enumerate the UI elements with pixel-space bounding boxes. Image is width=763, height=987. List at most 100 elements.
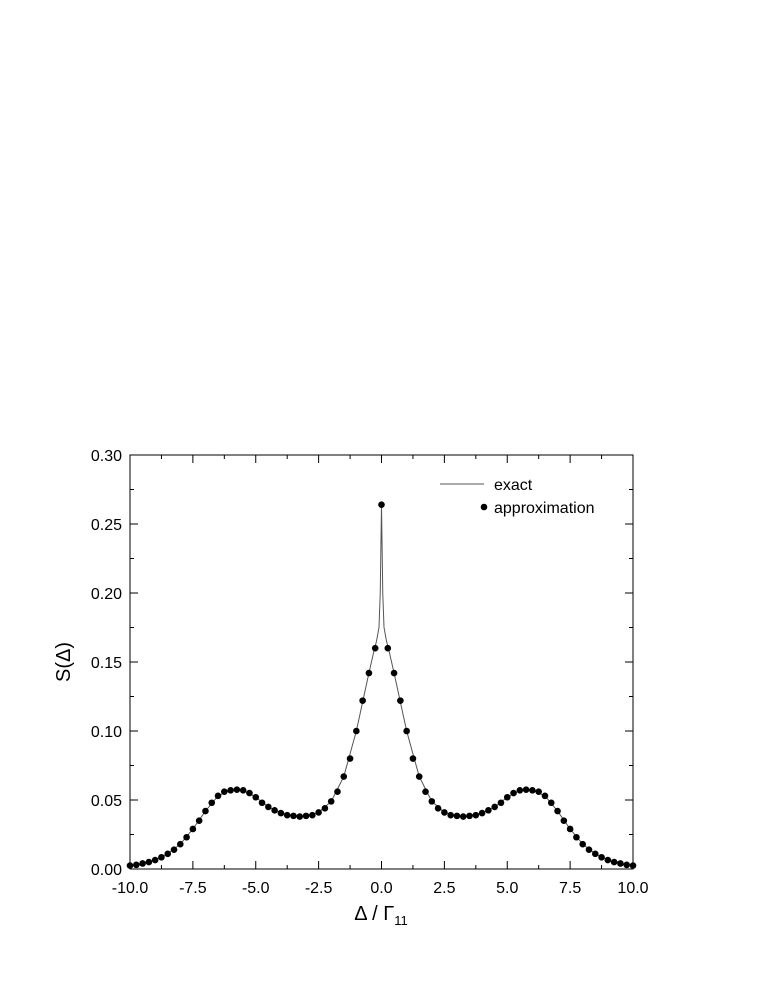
series-approximation — [126, 501, 637, 869]
approximation-point — [158, 853, 165, 861]
approximation-point — [309, 811, 316, 819]
approximation-point — [510, 789, 517, 797]
approximation-point — [390, 669, 398, 677]
approximation-point — [246, 789, 253, 797]
y-tick-label: 0.05 — [91, 793, 122, 810]
approximation-point — [378, 501, 385, 508]
approximation-point — [221, 788, 228, 796]
approximation-point — [302, 812, 310, 820]
x-tick-labels: -10.0 -7.5 -5.0 -2.5 0.0 2.5 5.0 7.5 10.0 — [112, 880, 649, 897]
x-tick-label: 5.0 — [496, 880, 518, 897]
approximation-point — [340, 773, 348, 780]
approximation-point — [617, 860, 624, 867]
approximation-point — [547, 799, 555, 807]
y-tick-labels: 0.00 0.05 0.10 0.15 0.20 0.25 0.30 — [91, 448, 122, 879]
approximation-point — [503, 793, 511, 801]
approximation-point — [164, 850, 172, 858]
approximation-point — [598, 853, 605, 861]
approximation-point — [529, 787, 536, 794]
approximation-point — [415, 773, 423, 780]
approximation-point — [189, 825, 197, 833]
x-axis-label: Δ / Γ11 — [354, 903, 407, 928]
legend-label-exact: exact — [494, 477, 533, 494]
approximation-point — [447, 811, 454, 819]
approximation-point — [296, 813, 304, 820]
approximation-point — [623, 861, 631, 869]
approximation-point — [208, 799, 216, 807]
approximation-point — [265, 803, 272, 811]
legend-label-approximation: approximation — [494, 500, 595, 517]
legend-marker-approximation — [480, 503, 488, 511]
approximation-point — [139, 860, 146, 867]
approximation-point — [346, 755, 354, 762]
approximation-point — [271, 807, 278, 814]
x-tick-label: 7.5 — [559, 880, 581, 897]
approximation-point — [459, 813, 467, 820]
approximation-point — [434, 804, 442, 812]
approximation-point — [579, 840, 586, 848]
approximation-point — [283, 811, 291, 819]
x-tick-label: -5.0 — [242, 880, 270, 897]
y-tick-label: 0.15 — [91, 655, 122, 672]
y-axis-label: S(Δ) — [53, 642, 75, 682]
y-tick-label: 0.30 — [91, 448, 122, 465]
approximation-point — [151, 856, 159, 864]
approximation-point — [315, 809, 322, 816]
approximation-point — [491, 803, 498, 811]
approximation-point — [126, 862, 134, 869]
x-tick-label: 2.5 — [433, 880, 455, 897]
approximation-point — [397, 697, 404, 704]
approximation-point — [183, 833, 190, 841]
approximation-point — [371, 644, 379, 652]
approximation-point — [629, 862, 637, 869]
approximation-point — [239, 787, 247, 794]
approximation-point — [466, 812, 473, 820]
approximation-point — [591, 850, 599, 858]
approximation-point — [202, 807, 209, 815]
axis-ticks — [129, 454, 634, 870]
y-tick-label: 0.10 — [91, 724, 122, 741]
approximation-point — [472, 811, 480, 819]
approximation-point — [252, 793, 260, 801]
approximation-point — [233, 786, 241, 793]
approximation-point — [585, 846, 593, 853]
y-tick-label: 0.20 — [91, 586, 122, 603]
approximation-point — [560, 817, 568, 824]
approximation-point — [566, 825, 574, 833]
x-tick-label: 0.0 — [370, 880, 392, 897]
approximation-point — [403, 727, 410, 735]
x-tick-label: -2.5 — [305, 880, 333, 897]
approximation-point — [327, 798, 335, 805]
approximation-point — [227, 787, 234, 794]
approximation-point — [441, 809, 448, 816]
legend: exact approximation — [440, 477, 595, 517]
approximation-point — [365, 669, 373, 677]
approximation-point — [384, 644, 392, 652]
approximation-point — [409, 755, 417, 762]
y-tick-label: 0.00 — [91, 862, 122, 879]
approximation-point — [428, 798, 436, 805]
approximation-point — [554, 807, 561, 815]
approximation-point — [535, 788, 542, 796]
approximation-point — [359, 697, 366, 704]
approximation-point — [573, 833, 580, 841]
x-tick-label: -10.0 — [112, 880, 149, 897]
approximation-point — [353, 727, 360, 735]
approximation-point — [604, 856, 612, 864]
approximation-point — [541, 792, 549, 800]
approximation-point — [478, 809, 486, 817]
approximation-point — [277, 809, 285, 817]
approximation-point — [485, 807, 492, 814]
approximation-point — [453, 812, 461, 820]
x-tick-label: -7.5 — [179, 880, 207, 897]
approximation-point — [610, 858, 618, 866]
approximation-point — [214, 792, 222, 800]
approximation-point — [132, 861, 140, 869]
y-tick-label: 0.25 — [91, 517, 122, 534]
approximation-point — [195, 817, 203, 824]
approximation-point — [422, 788, 429, 796]
approximation-point — [258, 799, 266, 807]
approximation-point — [334, 788, 341, 796]
approximation-point — [145, 858, 153, 866]
